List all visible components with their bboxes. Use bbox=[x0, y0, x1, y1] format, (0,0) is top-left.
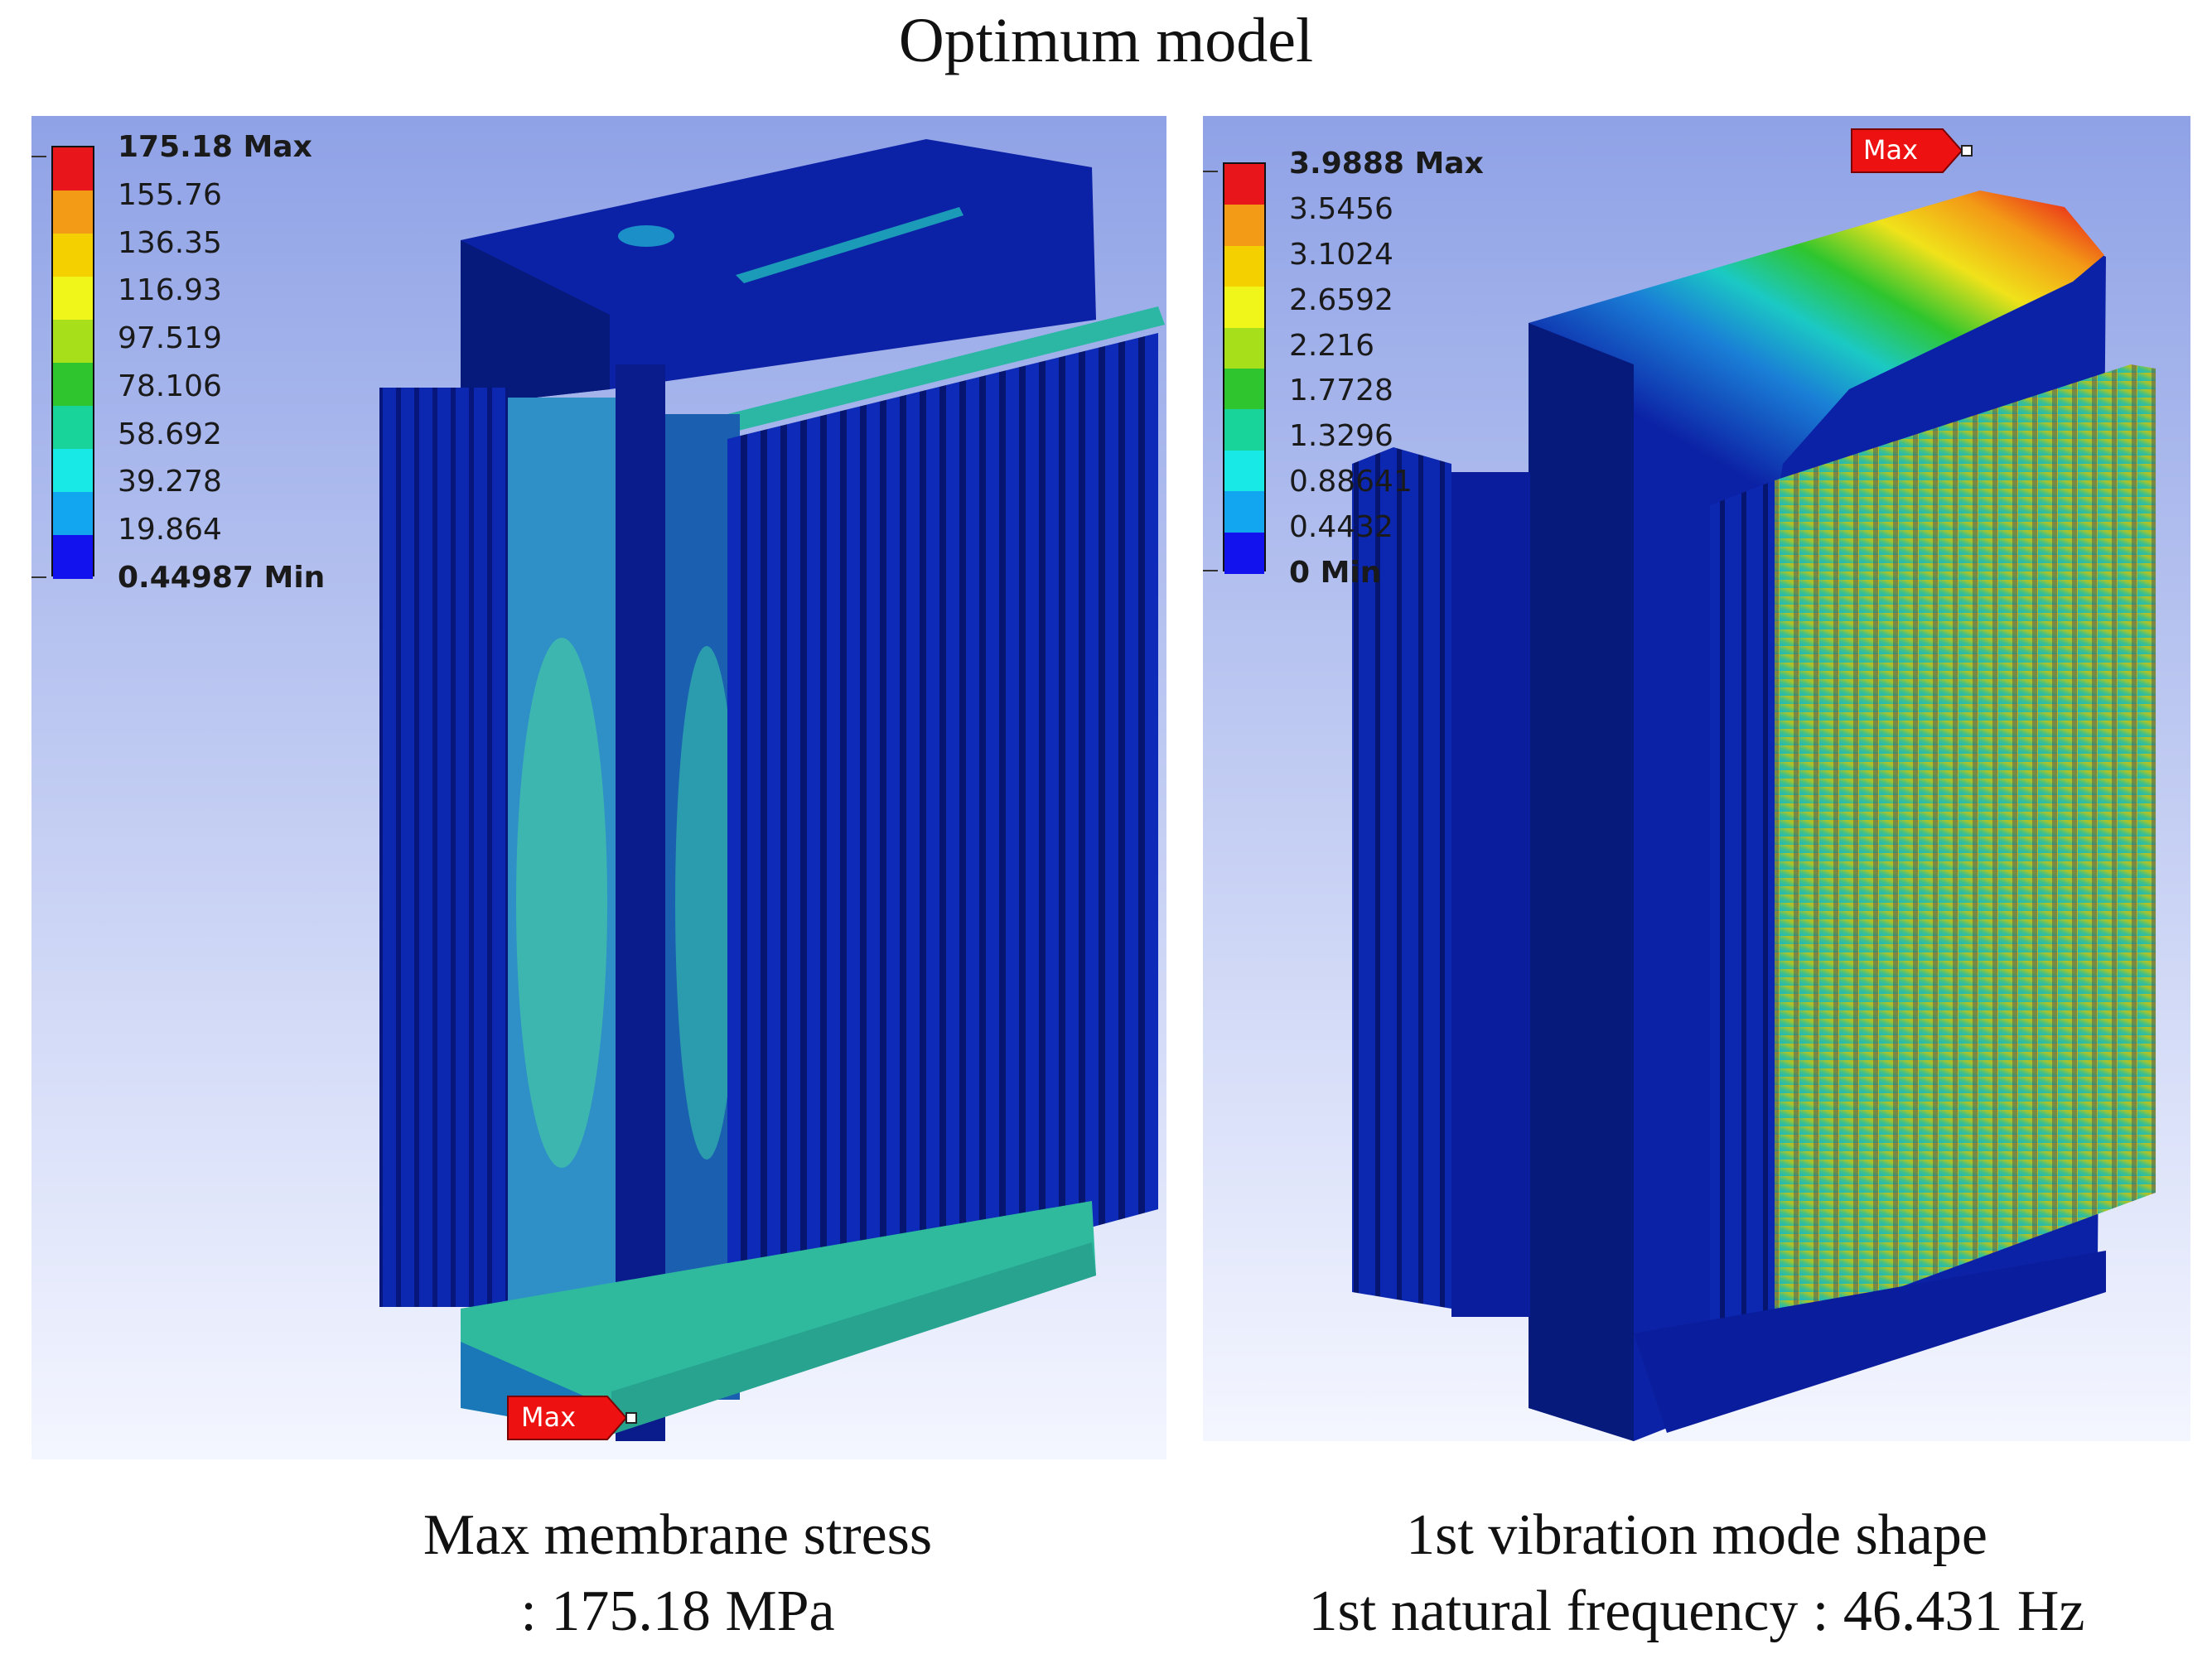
legend-label: 19.864 bbox=[118, 513, 222, 547]
mode-caption: 1st vibration mode shape 1st natural fre… bbox=[1203, 1497, 2190, 1651]
legend-swatch bbox=[1224, 491, 1264, 533]
mode-caption-line2: 1st natural frequency : 46.431 Hz bbox=[1308, 1579, 2085, 1644]
stress-caption-line2: : 175.18 MPa bbox=[520, 1579, 835, 1644]
legend-label: 3.1024 bbox=[1289, 237, 1393, 272]
displacement-color-legend: 3.9888 Max 3.5456 3.1024 2.6592 2.216 1.7728 1… bbox=[1203, 149, 1534, 588]
max-tag-label: Max bbox=[521, 1401, 576, 1433]
color-bar bbox=[51, 146, 94, 579]
legend-tick-bottom bbox=[31, 576, 46, 578]
legend-label: 1.7728 bbox=[1289, 374, 1393, 408]
bottom-plate bbox=[461, 1201, 1096, 1434]
legend-label: 175.18 Max bbox=[118, 130, 312, 164]
legend-swatch bbox=[1224, 532, 1264, 574]
legend-swatch bbox=[53, 320, 93, 364]
max-stress-marker: Max bbox=[507, 1396, 637, 1440]
mode-shape-panel: Max 3.9888 Max 3.5456 3.1024 2.6592 2.216 1.7… bbox=[1203, 116, 2190, 1441]
legend-tick-top bbox=[31, 156, 46, 157]
legend-label: 0 Min bbox=[1289, 556, 1382, 590]
legend-label: 97.519 bbox=[118, 321, 222, 356]
legend-label: 1.3296 bbox=[1289, 419, 1393, 454]
stress-contour-panel: Max 175.18 Max 155.76 136.35 116.93 97.519 78… bbox=[31, 116, 1166, 1459]
legend-label: 136.35 bbox=[118, 225, 222, 260]
legend-swatch bbox=[53, 234, 93, 277]
legend-label: 0.44987 Min bbox=[118, 561, 326, 595]
legend-label: 39.278 bbox=[118, 465, 222, 499]
right-fin-bank bbox=[727, 333, 1158, 1325]
legend-tick-top bbox=[1203, 171, 1218, 172]
legend-swatch bbox=[1224, 205, 1264, 247]
legend-swatch bbox=[1224, 409, 1264, 451]
mode-shape-model-view: Max bbox=[1203, 116, 2190, 1441]
color-bar bbox=[1223, 162, 1266, 574]
bottom-plate bbox=[1634, 1251, 2106, 1433]
legend-swatch bbox=[53, 277, 93, 321]
legend-swatch bbox=[53, 147, 93, 191]
legend-label: 3.9888 Max bbox=[1289, 147, 1484, 181]
legend-tick-bottom bbox=[1203, 570, 1218, 571]
mode-caption-line1: 1st vibration mode shape bbox=[1406, 1503, 1987, 1567]
left-fin-bank bbox=[1352, 447, 1451, 1309]
legend-label: 3.5456 bbox=[1289, 191, 1393, 226]
right-fin-bank bbox=[1775, 364, 2156, 1333]
max-displacement-marker: Max bbox=[1851, 128, 1973, 173]
max-tag-label: Max bbox=[1863, 134, 1918, 166]
legend-swatch bbox=[1224, 245, 1264, 288]
legend-swatch bbox=[1224, 287, 1264, 329]
legend-label: 155.76 bbox=[118, 177, 222, 212]
legend-label: 2.6592 bbox=[1289, 282, 1393, 317]
legend-label: 58.692 bbox=[118, 417, 222, 451]
legend-swatch bbox=[53, 190, 93, 234]
legend-swatch bbox=[53, 449, 93, 493]
legend-label: 78.106 bbox=[118, 369, 222, 403]
stress-caption-line1: Max membrane stress bbox=[423, 1503, 933, 1567]
stress-caption: Max membrane stress : 175.18 MPa bbox=[31, 1497, 1324, 1651]
legend-swatch bbox=[1224, 164, 1264, 206]
left-fin-bank bbox=[379, 388, 508, 1307]
legend-swatch bbox=[1224, 369, 1264, 411]
legend-label: 2.216 bbox=[1289, 328, 1375, 363]
legend-label: 0.4432 bbox=[1289, 510, 1393, 545]
legend-swatch bbox=[1224, 450, 1264, 493]
stress-color-legend: 175.18 Max 155.76 136.35 116.93 97.519 78.106… bbox=[31, 133, 363, 610]
legend-swatch bbox=[1224, 327, 1264, 369]
legend-label: 116.93 bbox=[118, 273, 222, 308]
figure-title: Optimum model bbox=[898, 6, 1314, 75]
legend-swatch bbox=[53, 406, 93, 450]
top-face-deformed bbox=[1529, 190, 2104, 613]
stress-model-view: Max bbox=[31, 116, 1166, 1459]
legend-swatch bbox=[53, 363, 93, 407]
legend-swatch bbox=[53, 492, 93, 536]
legend-swatch bbox=[53, 535, 93, 579]
legend-label: 0.88641 bbox=[1289, 465, 1413, 499]
